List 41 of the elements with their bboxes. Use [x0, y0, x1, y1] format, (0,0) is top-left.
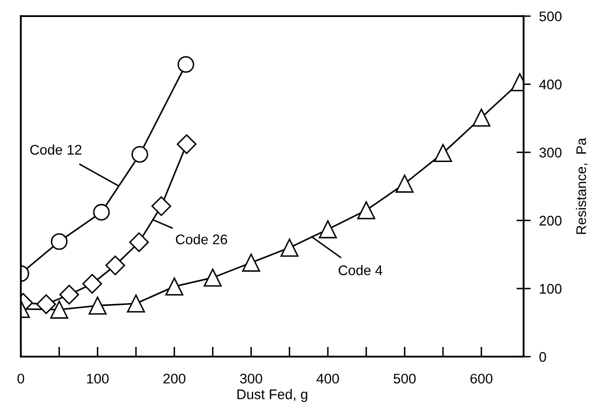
x-tick-label: 400 — [316, 374, 339, 384]
point — [472, 108, 490, 127]
y-tick-label: 300 — [539, 148, 562, 158]
point — [396, 174, 414, 193]
point — [357, 201, 376, 220]
y-tick-label: 0 — [539, 352, 546, 362]
y-tick-label: 400 — [539, 80, 562, 90]
annotation: Code 4 — [338, 265, 382, 276]
point — [242, 254, 260, 272]
point — [165, 277, 184, 296]
point — [50, 233, 68, 250]
point — [178, 56, 194, 73]
point — [88, 296, 107, 315]
point — [36, 294, 56, 314]
x-tick-label: 500 — [394, 374, 416, 384]
point — [434, 144, 452, 162]
x-tick-label: 600 — [470, 374, 492, 384]
point — [59, 284, 80, 305]
point — [126, 294, 145, 313]
y-tick-label: 100 — [540, 284, 562, 294]
x-tick-label: 100 — [87, 374, 109, 384]
x-tick-label: 300 — [240, 374, 262, 384]
x-axis-title: Dust Fed, g — [237, 389, 308, 402]
x-tick-label: 0 — [18, 374, 24, 384]
x-tick-label: 200 — [163, 374, 186, 384]
point — [151, 196, 172, 216]
point — [280, 238, 299, 257]
point — [93, 204, 110, 221]
annotation: Code 26 — [176, 234, 228, 244]
point — [131, 146, 148, 163]
annotation: Code 12 — [30, 144, 82, 155]
point — [176, 134, 197, 154]
point — [204, 268, 222, 287]
y-tick-label: 500 — [539, 11, 562, 22]
point — [50, 300, 68, 319]
point — [105, 256, 126, 276]
point — [318, 220, 337, 238]
y-tick-label: 200 — [540, 216, 562, 226]
point — [129, 232, 149, 252]
point — [82, 274, 102, 294]
y-axis-title: Resistance, Pa — [576, 138, 588, 234]
